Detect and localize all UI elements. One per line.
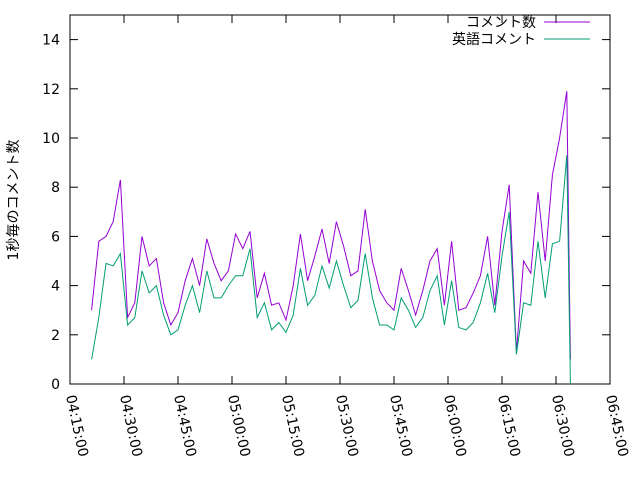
y-tick-label: 10: [42, 131, 60, 147]
series-line: [91, 91, 571, 360]
y-tick-label: 8: [51, 180, 60, 196]
x-tick-label: 05:15:00: [278, 394, 307, 459]
x-tick-label: 06:00:00: [440, 394, 469, 459]
series-line: [91, 155, 571, 385]
x-tick-label: 04:45:00: [170, 394, 199, 459]
y-axis-label: 1秒毎のコメント数: [6, 140, 22, 261]
x-tick-label: 04:30:00: [116, 394, 145, 459]
x-tick-label: 05:45:00: [386, 394, 415, 459]
x-tick-label: 05:30:00: [332, 394, 361, 459]
x-tick-label: 06:30:00: [548, 394, 577, 459]
y-tick-label: 4: [51, 279, 60, 295]
plot-border: [69, 14, 611, 385]
y-tick-label: 2: [51, 328, 60, 344]
x-tick-label: 04:15:00: [62, 394, 91, 459]
x-tick-label: 06:15:00: [494, 394, 523, 459]
legend-label: コメント数: [466, 15, 536, 31]
legend-label: 英語コメント: [452, 31, 536, 48]
x-tick-label: 05:00:00: [224, 394, 253, 459]
y-tick-label: 6: [51, 229, 60, 245]
y-tick-label: 12: [42, 82, 60, 98]
x-tick-label: 06:45:00: [602, 394, 631, 459]
y-tick-label: 0: [51, 377, 60, 393]
y-tick-label: 14: [42, 33, 60, 49]
